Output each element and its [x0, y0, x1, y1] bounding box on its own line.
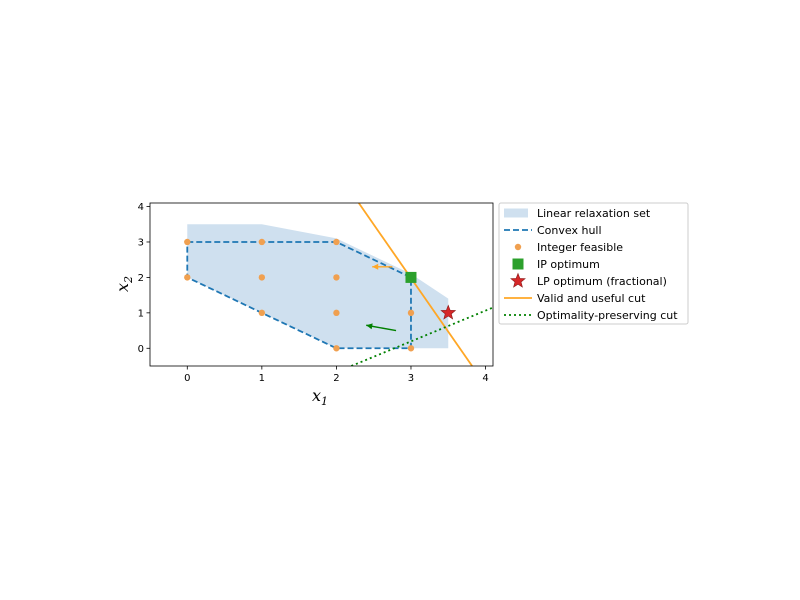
integer-feasible-point-10 — [407, 309, 415, 317]
valid-useful-cut-line — [358, 203, 473, 366]
legend-label-6: Optimality-preserving cut — [537, 309, 678, 322]
plot-frame — [149, 202, 494, 367]
direction-arrow-head-1 — [366, 323, 373, 330]
y-tick-label-3: 3 — [138, 237, 144, 248]
integer-feasible-point-5 — [333, 345, 340, 352]
legend-swatch-ip-optimum — [512, 258, 524, 270]
legend: Linear relaxation set Convex hull Integer … — [498, 202, 689, 325]
integer-feasible-point-8 — [333, 238, 340, 246]
direction-arrow-head-0 — [372, 263, 379, 270]
legend-entry-3: IP optimum — [512, 258, 600, 271]
y-tick-label-2: 2 — [138, 273, 144, 284]
y-axis-label: x2 — [113, 276, 135, 292]
y-tick-label-4: 4 — [138, 202, 144, 213]
legend-label-5: Valid and useful cut — [537, 292, 646, 305]
legend-entry-0: Linear relaxation set — [504, 207, 651, 220]
legend-entry-2: Integer feasible — [514, 241, 623, 254]
integer-feasible-point-4 — [258, 238, 266, 246]
x-tick-label-1: 1 — [259, 373, 265, 384]
plot-area — [184, 203, 493, 366]
lp-optimum-marker — [440, 304, 457, 320]
legend-label-4: LP optimum (fractional) — [537, 275, 667, 288]
legend-label-3: IP optimum — [537, 258, 600, 271]
legend-label-0: Linear relaxation set — [537, 207, 651, 220]
integer-feasible-point-7 — [333, 274, 340, 281]
y-tick-label-0: 0 — [138, 344, 144, 355]
integer-feasible-point-3 — [258, 274, 266, 281]
legend-swatch-integer-feasible — [514, 243, 522, 251]
legend-swatch-relaxation — [504, 208, 528, 218]
integer-feasible-point-0 — [184, 274, 191, 281]
y-axis-ticks: 0 1 2 3 4 — [138, 202, 150, 355]
legend-entry-5: Valid and useful cut — [504, 292, 646, 305]
legend-entry-1: Convex hull — [504, 224, 602, 237]
integer-feasible-point-2 — [258, 309, 266, 317]
integer-feasible-point-9 — [407, 345, 415, 352]
integer-feasible-point-1 — [184, 238, 191, 246]
legend-label-2: Integer feasible — [537, 241, 623, 254]
x-tick-label-2: 2 — [333, 373, 339, 384]
linear-relaxation-region — [187, 224, 449, 349]
legend-label-1: Convex hull — [537, 224, 602, 237]
x-tick-label-0: 0 — [184, 373, 190, 384]
x-axis-ticks: 0 1 2 3 4 — [184, 366, 489, 384]
x-tick-label-4: 4 — [482, 373, 488, 384]
y-tick-label-1: 1 — [138, 308, 144, 319]
ip-optimum-marker — [405, 271, 417, 283]
integer-feasible-point-6 — [333, 309, 340, 317]
legend-entry-4: LP optimum (fractional) — [510, 272, 667, 288]
legend-box — [498, 202, 689, 325]
optimality-preserving-cut-line — [350, 306, 493, 366]
legend-entry-6: Optimality-preserving cut — [504, 309, 678, 322]
x-tick-label-3: 3 — [408, 373, 414, 384]
x-axis-label: x1 — [312, 386, 328, 408]
legend-swatch-lp-optimum — [510, 272, 526, 288]
